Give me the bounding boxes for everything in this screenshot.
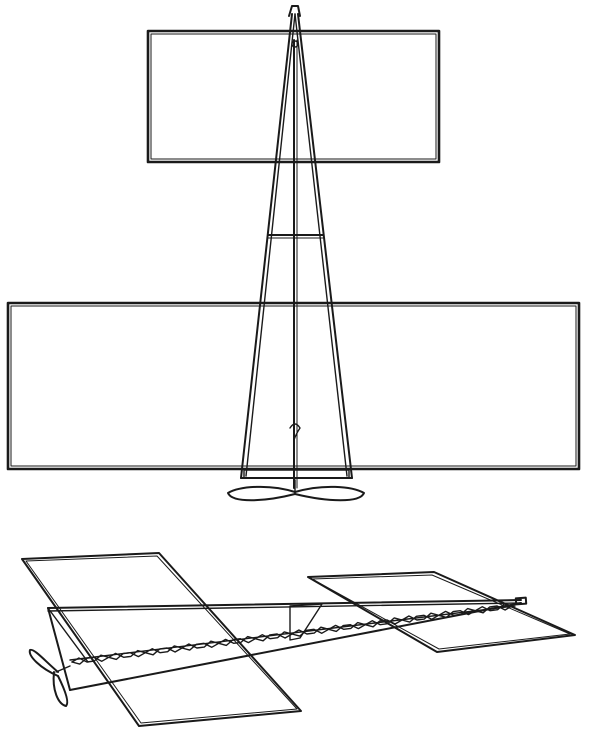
persp-upper-spar-inner	[47, 602, 522, 612]
front-hook	[291, 40, 299, 48]
propeller-blade-right	[294, 485, 365, 502]
left-spar-inner	[245, 13, 296, 477]
propeller	[227, 479, 365, 502]
persp-front-plane-outline	[307, 571, 576, 653]
persp-nose-cap	[514, 596, 528, 606]
persp-propeller-shaft	[55, 665, 71, 673]
rear-hook	[289, 423, 301, 441]
persp-main-plane-inner	[25, 555, 298, 724]
persp-main-plane-outline	[21, 552, 302, 727]
persp-rubber-motor	[71, 603, 513, 665]
rubber-motor	[289, 39, 301, 489]
persp-front-plane	[307, 571, 576, 653]
persp-lower-spar	[69, 602, 522, 691]
persp-propeller-blade-upper	[28, 648, 59, 677]
persp-rubber-twist-pair	[71, 605, 513, 663]
persp-cross-frame	[289, 603, 323, 641]
nose-tip	[288, 5, 301, 17]
perspective-view	[21, 552, 576, 727]
right-spar-inner	[294, 13, 348, 477]
persp-front-plane-inner	[311, 574, 571, 650]
left-spar-outer	[240, 13, 293, 479]
persp-main-plane	[21, 552, 302, 727]
persp-upper-spar	[47, 599, 522, 609]
persp-brace-a	[47, 607, 89, 663]
right-spar-outer	[297, 13, 353, 479]
plan-view	[6, 5, 581, 502]
persp-propeller	[28, 648, 71, 707]
persp-propeller-blade-lower	[52, 671, 69, 707]
persp-rear-strut	[47, 607, 71, 691]
propeller-blade-left	[227, 485, 296, 502]
